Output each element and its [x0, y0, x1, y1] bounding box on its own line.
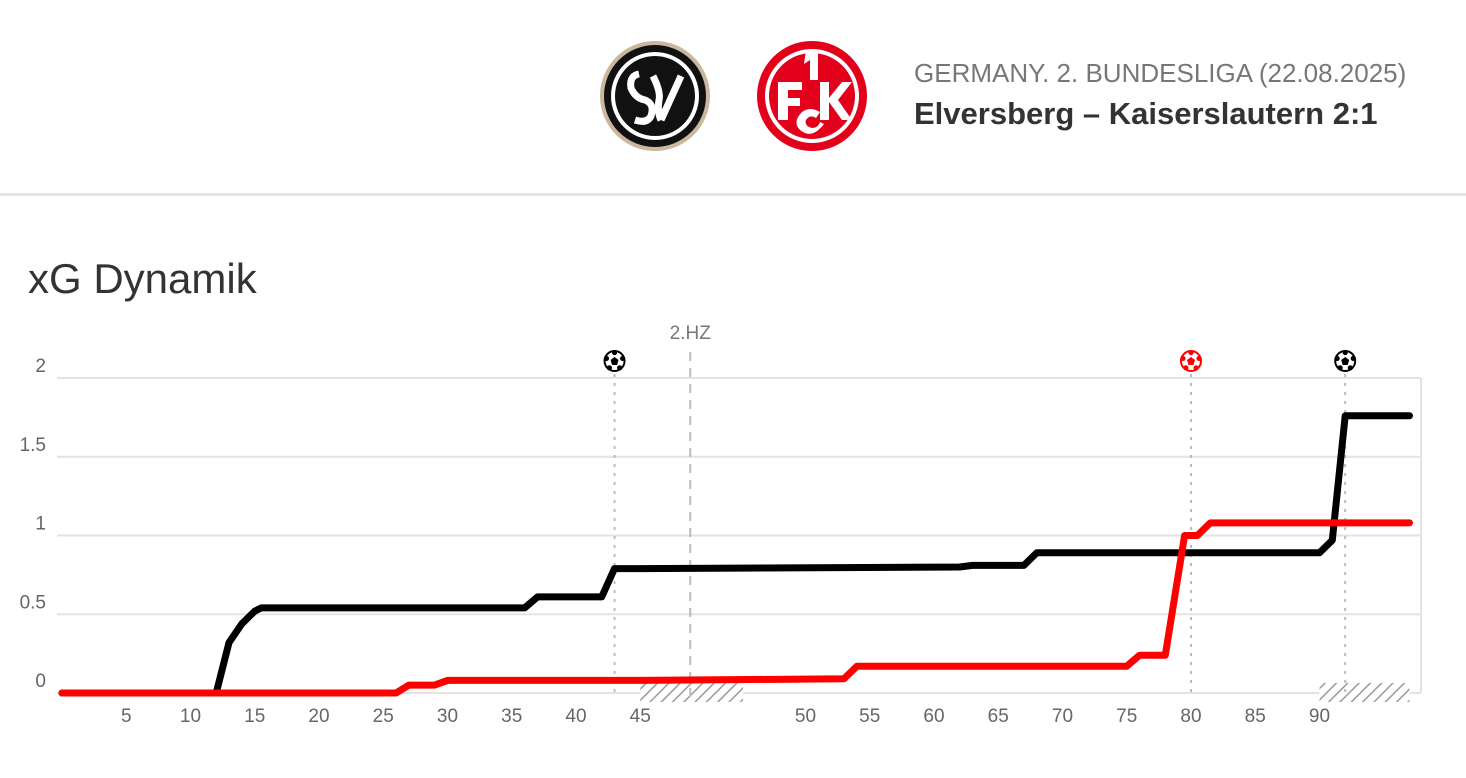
x-tick-label: 75: [1116, 706, 1137, 727]
y-tick-label: 0.5: [20, 592, 46, 613]
soccer-ball-patch: [1337, 365, 1343, 371]
soccer-ball-patch: [1334, 355, 1340, 362]
chart-title: xG Dynamik: [28, 255, 257, 302]
x-tick-label: 85: [1245, 706, 1266, 727]
soccer-ball-patch: [1347, 365, 1353, 371]
league-and-date: GERMANY. 2. BUNDESLIGA (22.08.2025): [914, 58, 1407, 88]
soccer-ball-patch: [1342, 349, 1348, 356]
soccer-ball-icon: [1334, 349, 1357, 372]
match-title: Elversberg – Kaiserslautern 2:1: [914, 96, 1378, 131]
xg-series-line-1: [58, 412, 1413, 697]
x-tick-label: 80: [1180, 706, 1201, 727]
soccer-ball-patch: [1183, 365, 1189, 371]
x-tick-label: 70: [1052, 706, 1073, 727]
match-header: GERMANY. 2. BUNDESLIGA (22.08.2025) Elve…: [0, 0, 1466, 196]
x-tick-label: 65: [988, 706, 1009, 727]
stoppage-time-area: [1319, 683, 1410, 702]
x-tick-label: 90: [1309, 706, 1330, 727]
soccer-ball-patch: [1193, 365, 1199, 371]
y-tick-label: 0: [35, 671, 46, 692]
soccer-ball-patch: [1180, 355, 1186, 362]
y-tick-label: 1: [35, 514, 46, 535]
x-tick-label: 15: [244, 706, 265, 727]
x-tick-label: 10: [180, 706, 201, 727]
soccer-ball-pentagon: [1341, 357, 1350, 365]
soccer-ball-patch: [617, 365, 623, 371]
xg-chart: 00.511.525 10 15 20 25 30 35 40 45 50 55 60 65 70 75 80…: [20, 323, 1422, 727]
soccer-ball-patch: [620, 355, 626, 362]
x-tick-label: 30: [437, 706, 458, 727]
soccer-ball-icon: [603, 349, 626, 372]
x-tick-label: 20: [308, 706, 329, 727]
soccer-ball-patch: [1350, 355, 1356, 362]
halftime-label: 2.HZ: [670, 323, 712, 344]
xg-series-line-2: [58, 519, 1413, 697]
x-tick-label: 60: [923, 706, 944, 727]
y-tick-label: 1.5: [20, 435, 46, 456]
soccer-ball-icon: [1180, 349, 1202, 372]
soccer-ball-patch: [1196, 355, 1202, 362]
soccer-ball-patch: [603, 355, 610, 362]
x-tick-label: 45: [630, 706, 651, 727]
soccer-ball-pentagon: [1187, 357, 1195, 365]
x-tick-label: 25: [373, 706, 394, 727]
x-tick-label: 40: [565, 706, 586, 727]
elversberg-crest-icon: [600, 41, 710, 151]
x-tick-label: 55: [859, 706, 880, 727]
kaiserslautern-crest-icon: [757, 41, 867, 151]
x-tick-label: 35: [501, 706, 522, 727]
soccer-ball-patch: [611, 349, 618, 356]
x-tick-label: 5: [121, 706, 132, 727]
soccer-ball-patch: [606, 365, 613, 371]
y-tick-label: 2: [35, 356, 46, 377]
stoppage-time-area: [640, 683, 744, 702]
soccer-ball-patch: [1188, 349, 1194, 356]
soccer-ball-pentagon: [610, 357, 619, 365]
x-tick-label: 50: [795, 706, 816, 727]
